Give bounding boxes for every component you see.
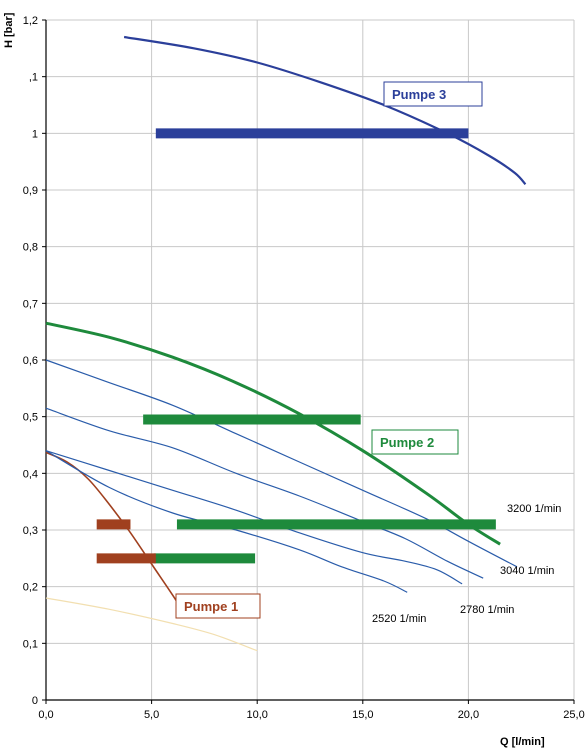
y-axis-title: H [bar] xyxy=(3,12,15,48)
y-tick-label: 1 xyxy=(32,128,38,140)
y-tick-label: 0,3 xyxy=(23,525,38,537)
axis-layer: 0,0 5,0 10,0 15,0 20,0 25,0 0 0,1 0,2 0,3 0,4 0,5 0,… xyxy=(23,15,585,721)
x-tick-label: 15,0 xyxy=(352,709,373,721)
series-line-3200-1-min xyxy=(45,359,518,568)
label-box-pumpe-3 xyxy=(383,81,483,107)
rpm-label-27801: 2780 1/min xyxy=(460,604,514,616)
label-pumpe-2: Pumpe 2 xyxy=(380,435,434,450)
label-box-pumpe-2 xyxy=(371,429,459,455)
range-bar-layer xyxy=(96,128,496,564)
y-tick-label: 0,8 xyxy=(23,242,38,254)
rpm-label-32001: 3200 1/min xyxy=(507,503,561,515)
series-line-pumpe-2 xyxy=(45,321,501,546)
series-line-3040-1-min xyxy=(45,407,484,579)
y-tick-label: 0,1 xyxy=(23,638,38,650)
label-layer: Pumpe 3 Pumpe 2 Pumpe 1 3200 1/min 3040 1/mi… xyxy=(175,81,561,625)
y-tick-label: 0,9 xyxy=(23,185,38,197)
series-line-2520-1-min xyxy=(45,450,408,593)
y-tick-label: 0,7 xyxy=(23,298,38,310)
y-tick-label: 1,2 xyxy=(23,15,38,27)
x-tick-label: 5,0 xyxy=(144,709,159,721)
rpm-label-30401: 3040 1/min xyxy=(500,565,554,577)
y-tick-label: 0,4 xyxy=(23,468,38,480)
series-line-pumpe-3 xyxy=(123,35,527,186)
rpm-label-25201: 2520 1/min xyxy=(372,613,426,625)
label-pumpe-1: Pumpe 1 xyxy=(184,599,238,614)
series-line-faint xyxy=(45,597,258,652)
label-pumpe-3: Pumpe 3 xyxy=(392,87,446,102)
x-tick-label: 0,0 xyxy=(38,709,53,721)
label-box-pumpe-1 xyxy=(175,593,261,619)
x-tick-label: 20,0 xyxy=(458,709,479,721)
series-line-2780-1-min xyxy=(45,450,463,585)
y-tick-label: 0,2 xyxy=(23,582,38,594)
y-tick-label: 0,6 xyxy=(23,355,38,367)
series-layer xyxy=(45,35,527,652)
y-tick-label: 0,5 xyxy=(23,412,38,424)
y-tick-label: ,1 xyxy=(29,72,38,84)
x-tick-label: 10,0 xyxy=(246,709,267,721)
y-tick-label: 0 xyxy=(32,695,38,707)
x-axis-title: Q [l/min] xyxy=(500,736,545,748)
x-tick-label: 25,0 xyxy=(563,709,584,721)
series-line-pumpe-1 xyxy=(45,451,184,613)
